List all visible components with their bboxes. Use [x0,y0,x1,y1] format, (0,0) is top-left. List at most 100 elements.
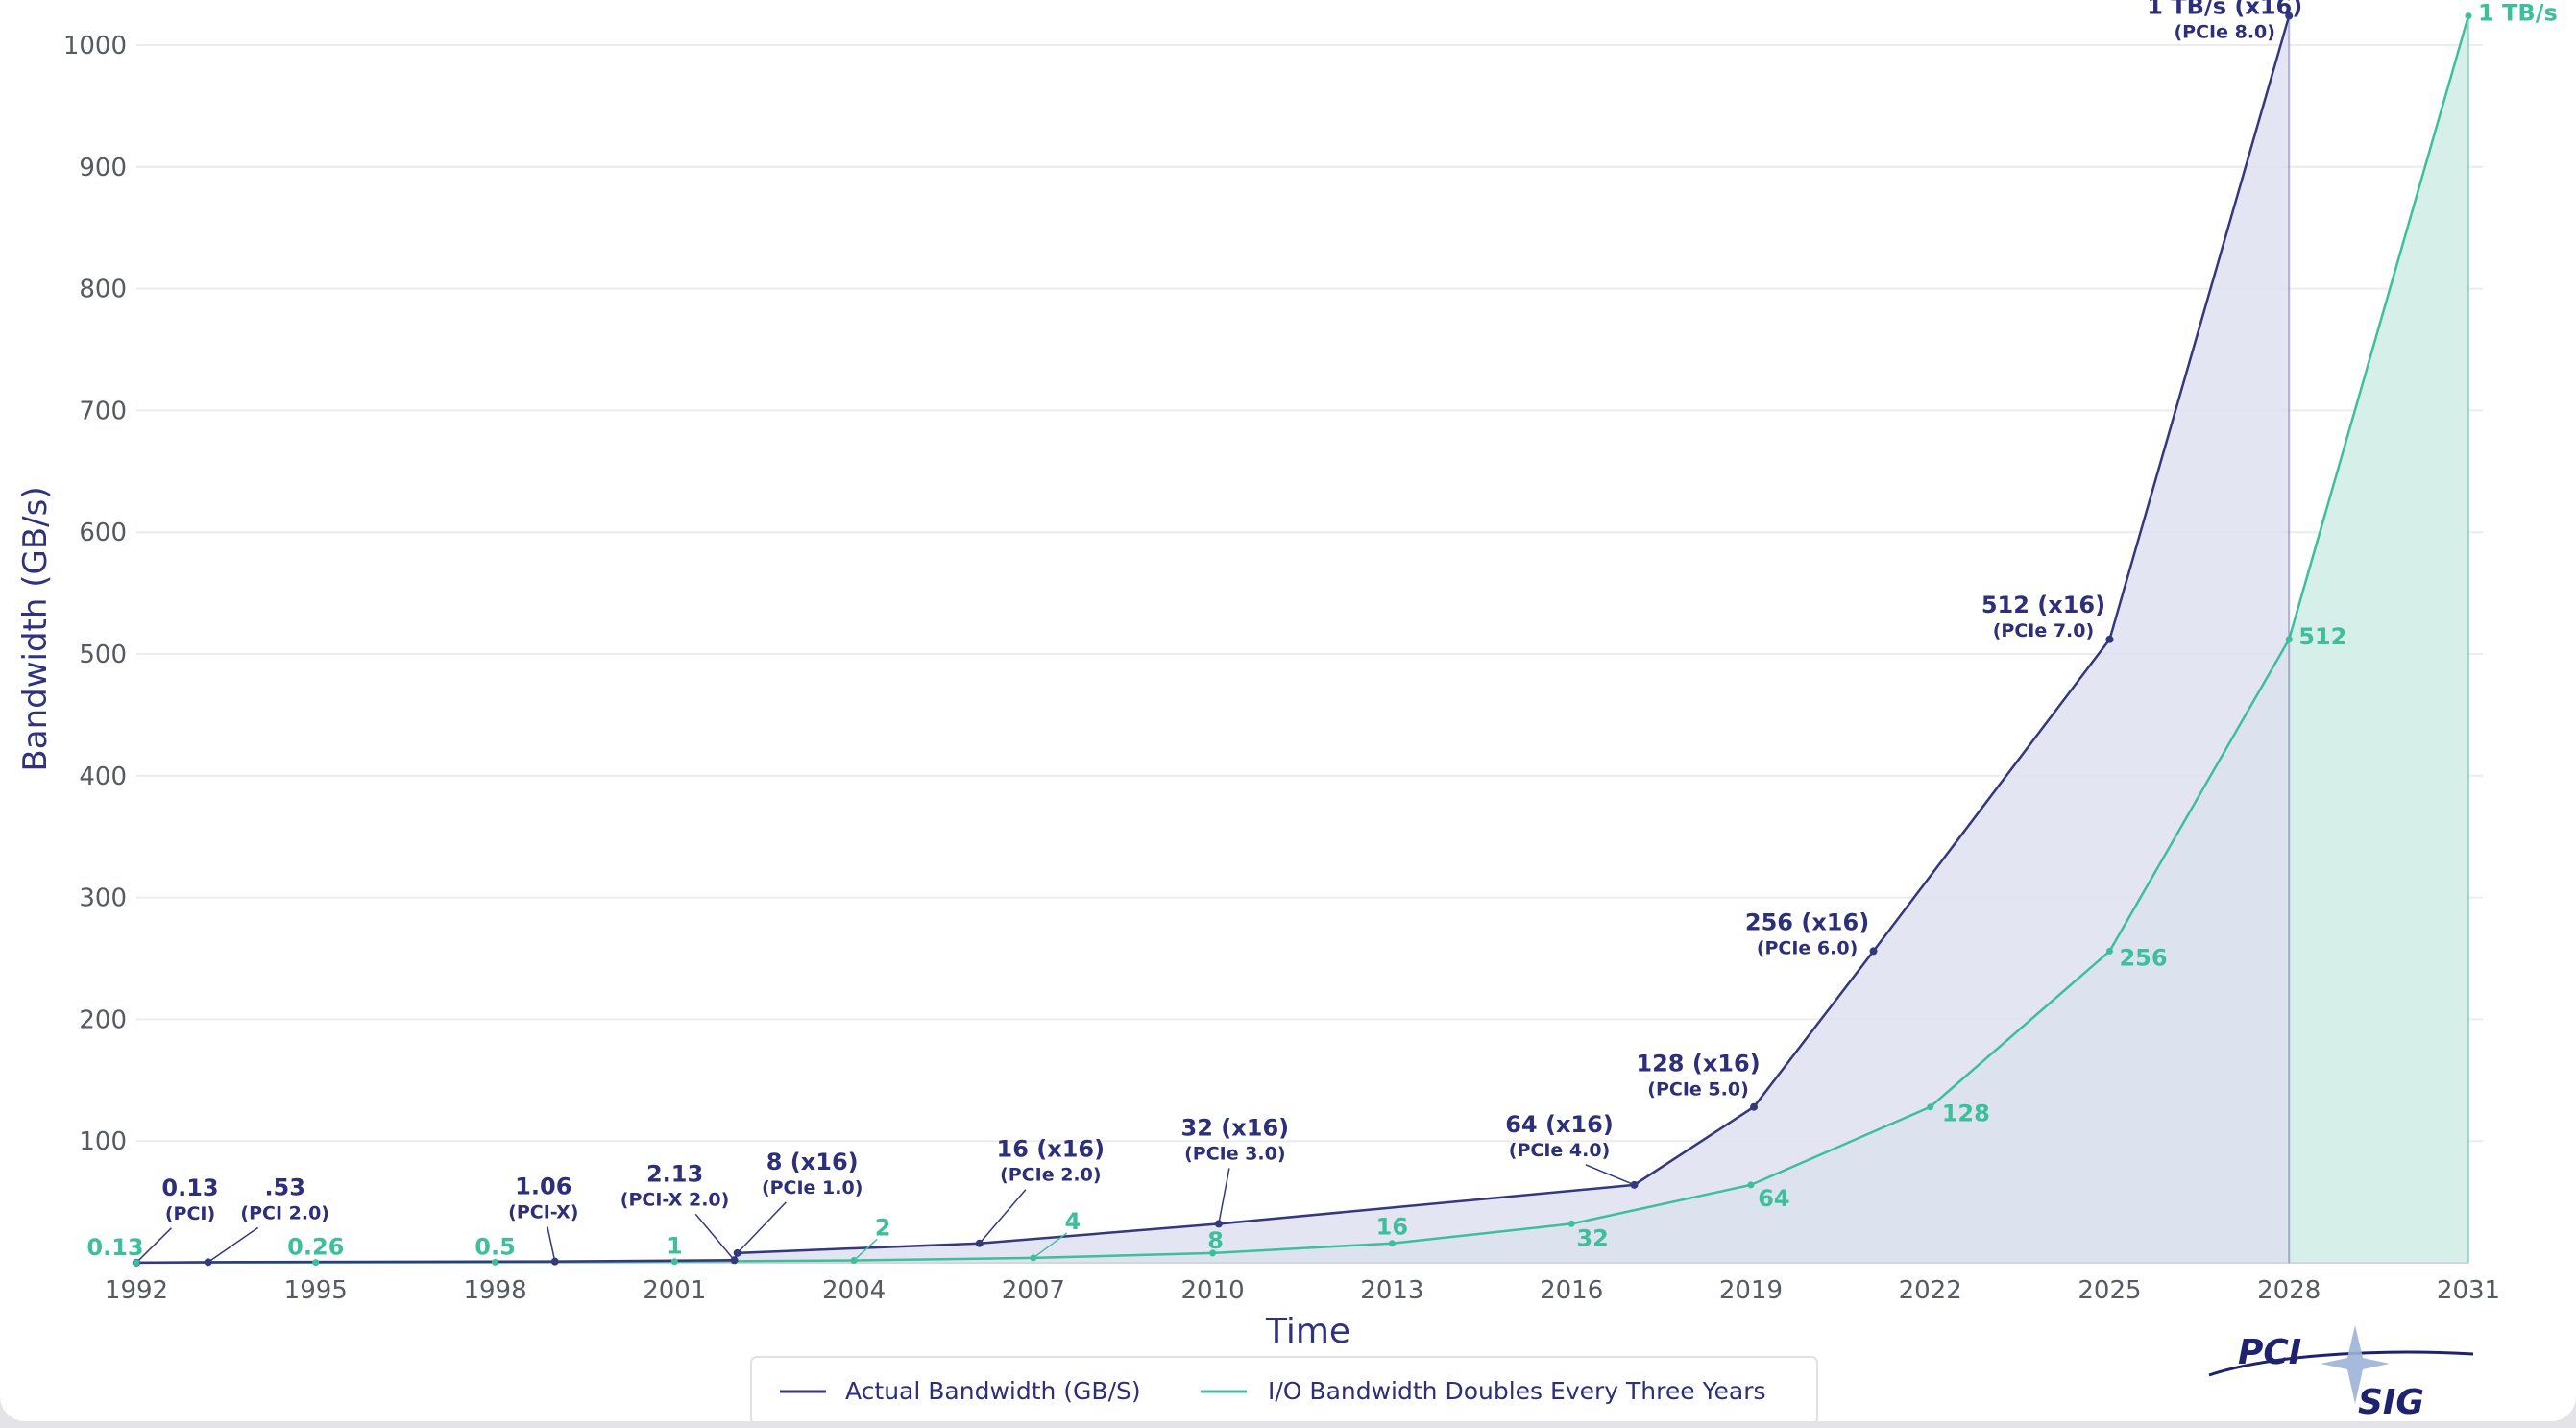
actual-spec-label: (PCI 2.0) [240,1202,329,1223]
actual-value-label: 1.06 [515,1174,571,1200]
x-tick-label: 2007 [1002,1276,1065,1305]
io-value-label: 0.5 [474,1233,516,1260]
leader-lines [135,1164,1635,1264]
io-value-label: 32 [1576,1224,1608,1251]
x-tick-label: 2022 [1899,1276,1962,1305]
logo-text-sig: SIG [2358,1383,2424,1421]
io-value-label: 128 [1942,1101,1990,1127]
logo-swoosh [2208,1350,2474,1377]
io-value-label: 64 [1758,1185,1789,1212]
actual-spec-label: (PCIe 7.0) [1993,620,2094,641]
y-tick-label: 1000 [63,32,127,61]
y-tick-label: 300 [79,884,127,913]
actual-point [550,1257,559,1266]
actual-value-label: 0.13 [161,1174,218,1201]
actual-area-fill [136,15,2290,1264]
x-axis-ticks: 1992 1995 1998 2001 2004 2007 2010 2013 2016 2019… [105,1276,2500,1305]
actual-point [1630,1180,1639,1189]
actual-value-label: 16 (x16) [997,1136,1106,1163]
actual-leader-line [547,1226,556,1262]
actual-spec-label: (PCI) [165,1203,215,1224]
actual-value-label: 2.13 [646,1160,703,1187]
x-tick-label: 2028 [2257,1276,2321,1305]
x-tick-label: 1992 [105,1276,168,1305]
actual-spec-label: (PCIe 8.0) [2174,22,2274,43]
y-tick-label: 900 [79,154,127,182]
actual-leader-line [207,1226,259,1263]
actual-value-label: 512 (x16) [1981,592,2105,618]
y-tick-label: 500 [79,641,127,669]
io-point [2285,636,2293,643]
actual-point [1869,947,1878,956]
y-tick-label: 400 [79,762,127,791]
y-axis-ticks: 100 200 300 400 500 600 700 800 900 1000 [63,32,127,1156]
actual-leader-line [135,1227,172,1264]
gridlines [136,44,2483,1143]
actual-spec-label: (PCIe 5.0) [1647,1079,1748,1101]
x-tick-label: 1995 [284,1276,348,1305]
io-value-label: 4 [1064,1208,1081,1235]
actual-leader-line [979,1189,1027,1245]
actual-spec-label: (PCIe 3.0) [1184,1143,1285,1164]
legend-label-actual: Actual Bandwidth (GB/S) [845,1377,1141,1405]
x-tick-label: 2004 [822,1276,886,1305]
actual-spec-label: (PCIe 2.0) [1000,1165,1101,1186]
legend-box [750,1356,1818,1421]
actual-point [733,1248,741,1257]
actual-spec-label: (PCIe 4.0) [1509,1140,1610,1161]
io-value-label: 512 [2298,623,2346,650]
x-tick-label: 2016 [1540,1276,1603,1305]
actual-spec-label: (PCI-X 2.0) [620,1189,730,1210]
io-leader-line [1033,1232,1068,1259]
area-fills [136,15,2468,1264]
actual-value-label: 128 (x16) [1636,1051,1760,1077]
data-labels: 0.13(PCI).53(PCI 2.0)1.06(PCI-X)2.13(PCI… [86,0,2557,1261]
actual-point [730,1256,739,1265]
io-value-label: 1 [667,1233,683,1260]
io-leader-line [853,1238,878,1262]
pci-sig-logo: PCI SIG [2208,1325,2474,1421]
io-value-label: 16 [1376,1214,1408,1241]
logo-star [2321,1325,2390,1404]
actual-point [975,1239,984,1247]
actual-spec-label: (PCI-X) [508,1202,578,1223]
io-point [850,1256,858,1264]
x-tick-label: 2010 [1181,1276,1245,1305]
io-value-label: 256 [2119,944,2167,971]
y-tick-label: 200 [79,1005,127,1034]
x-tick-label: 2013 [1360,1276,1423,1305]
y-tick-label: 800 [79,276,127,304]
io-point [1209,1249,1217,1257]
x-tick-label: 2025 [2078,1276,2141,1305]
x-tick-label: 1998 [463,1276,526,1305]
x-tick-label: 2001 [643,1276,706,1305]
actual-point [2105,635,2114,643]
actual-value-label: 64 (x16) [1505,1111,1614,1138]
legend: Actual Bandwidth (GB/S) I/O Bandwidth Do… [750,1356,1818,1421]
y-tick-label: 100 [79,1127,127,1156]
actual-leader-line [694,1213,736,1261]
io-point [1567,1220,1575,1227]
io-value-label: 0.26 [287,1234,344,1261]
y-axis-title: Bandwidth (GB/s) [16,486,55,771]
io-point [1388,1240,1396,1247]
y-tick-label: 600 [79,519,127,547]
io-value-label: 8 [1207,1227,1224,1254]
x-tick-label: 2031 [2437,1276,2500,1305]
logo-text-pci: PCI [2238,1333,2301,1372]
io-value-label: 1 TB/s [2478,0,2558,27]
actual-leader-line [737,1201,787,1254]
io-value-label: 2 [875,1214,891,1241]
actual-value-label: .53 [264,1174,305,1200]
actual-value-label: 8 (x16) [766,1149,859,1175]
actual-point [1214,1220,1223,1228]
data-points [133,12,2472,1267]
actual-leader-line [1218,1168,1230,1224]
actual-spec-label: (PCIe 1.0) [762,1177,863,1198]
actual-point [204,1258,212,1267]
io-point [2465,12,2472,20]
io-point [2105,947,2113,955]
actual-leader-line [1585,1164,1635,1186]
